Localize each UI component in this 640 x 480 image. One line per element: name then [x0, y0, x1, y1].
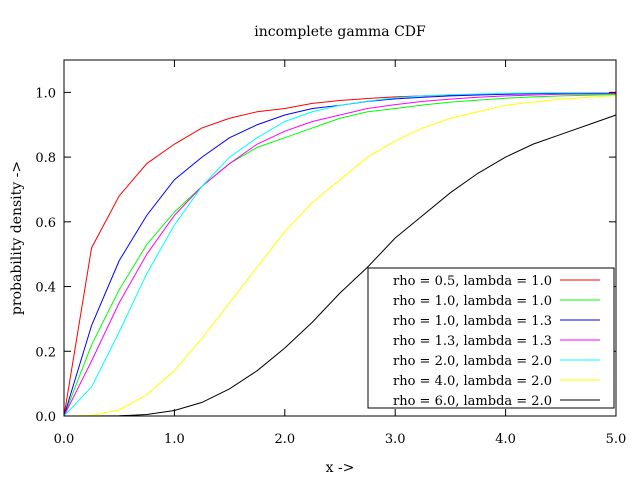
y-tick-label: 0.2 [35, 345, 56, 360]
x-tick-label: 5.0 [606, 432, 627, 447]
y-tick-label: 0.6 [35, 216, 56, 231]
y-tick-label: 0.0 [35, 410, 56, 425]
legend-label-2: rho = 1.0, lambda = 1.0 [393, 294, 552, 309]
series-line-4 [63, 93, 617, 417]
x-tick-label: 0.0 [54, 432, 75, 447]
series-line-7 [63, 114, 617, 417]
series-line-5 [63, 92, 617, 417]
x-tick-label: 3.0 [385, 432, 406, 447]
legend-label-3: rho = 1.0, lambda = 1.3 [393, 314, 552, 329]
y-tick-label: 1.0 [35, 86, 56, 101]
legend: rho = 0.5, lambda = 1.0 rho = 1.0, lambda… [367, 267, 615, 409]
y-tick-label: 0.4 [35, 281, 56, 296]
legend-label-7: rho = 6.0, lambda = 2.0 [393, 394, 552, 409]
x-tick-label: 4.0 [495, 432, 516, 447]
x-tick-label: 1.0 [164, 432, 185, 447]
series-layer [63, 92, 617, 417]
ticks-layer: 0.0 1.0 2.0 3.0 4.0 5.0 0.0 0.2 0.4 0.6 0.8 1.0 [35, 60, 626, 447]
y-axis-label: probability density -> [9, 161, 25, 315]
x-axis-label: x -> [326, 460, 355, 476]
legend-label-5: rho = 2.0, lambda = 2.0 [393, 354, 552, 369]
legend-box [367, 267, 615, 409]
series-line-2 [63, 94, 617, 417]
legend-label-1: rho = 0.5, lambda = 1.0 [393, 274, 552, 289]
series-line-6 [63, 95, 617, 417]
legend-label-4: rho = 1.3, lambda = 1.3 [393, 334, 552, 349]
plot-frame [63, 59, 617, 417]
x-tick-label: 2.0 [274, 432, 295, 447]
y-tick-label: 0.8 [35, 151, 56, 166]
chart-title: incomplete gamma CDF [254, 24, 426, 40]
legend-label-6: rho = 4.0, lambda = 2.0 [393, 374, 552, 389]
